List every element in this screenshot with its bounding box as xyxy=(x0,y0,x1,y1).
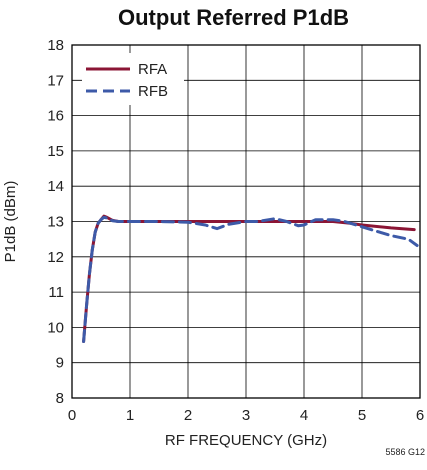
series-line-rfa xyxy=(82,214,416,343)
legend-label-rfa: RFA xyxy=(138,61,167,78)
y-tick-label-14: 14 xyxy=(47,178,64,195)
y-tick-label-13: 13 xyxy=(47,214,64,231)
x-tick-label-4: 4 xyxy=(300,407,308,424)
legend-label-rfb: RFB xyxy=(138,83,168,100)
x-tick-label-1: 1 xyxy=(126,407,134,424)
x-axis-label: RF FREQUENCY (GHz) xyxy=(165,432,327,449)
y-tick-label-8: 8 xyxy=(56,390,64,407)
y-tick-label-15: 15 xyxy=(47,143,64,160)
series-line-rfb xyxy=(82,215,419,343)
y-tick-label-18: 18 xyxy=(47,37,64,54)
plot-frame xyxy=(71,44,421,399)
y-tick-label-11: 11 xyxy=(48,284,64,301)
legend: RFA RFB xyxy=(82,53,184,105)
y-axis-label: P1dB (dBm) xyxy=(2,181,19,263)
y-tick-label-9: 9 xyxy=(56,355,64,372)
x-tick-label-2: 2 xyxy=(184,407,192,424)
figure-id: 5586 G12 xyxy=(385,447,425,457)
x-tick-label-5: 5 xyxy=(358,407,366,424)
y-tick-label-12: 12 xyxy=(47,249,64,266)
x-tick-label-6: 6 xyxy=(416,407,424,424)
x-tick-label-0: 0 xyxy=(68,407,76,424)
legend-background xyxy=(82,53,184,105)
grid-lines xyxy=(72,45,420,398)
x-tick-label-3: 3 xyxy=(242,407,250,424)
y-tick-label-10: 10 xyxy=(47,319,64,336)
y-tick-label-16: 16 xyxy=(47,108,64,125)
series-lines xyxy=(82,214,419,343)
chart-title: Output Referred P1dB xyxy=(118,5,349,30)
y-tick-label-17: 17 xyxy=(47,72,64,89)
